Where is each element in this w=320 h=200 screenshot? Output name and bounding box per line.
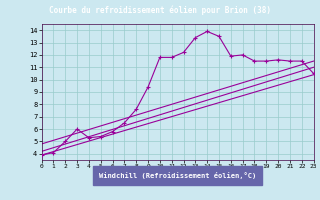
Text: Courbe du refroidissement éolien pour Brion (38): Courbe du refroidissement éolien pour Br… [49,5,271,15]
X-axis label: Windchill (Refroidissement éolien,°C): Windchill (Refroidissement éolien,°C) [99,172,256,179]
